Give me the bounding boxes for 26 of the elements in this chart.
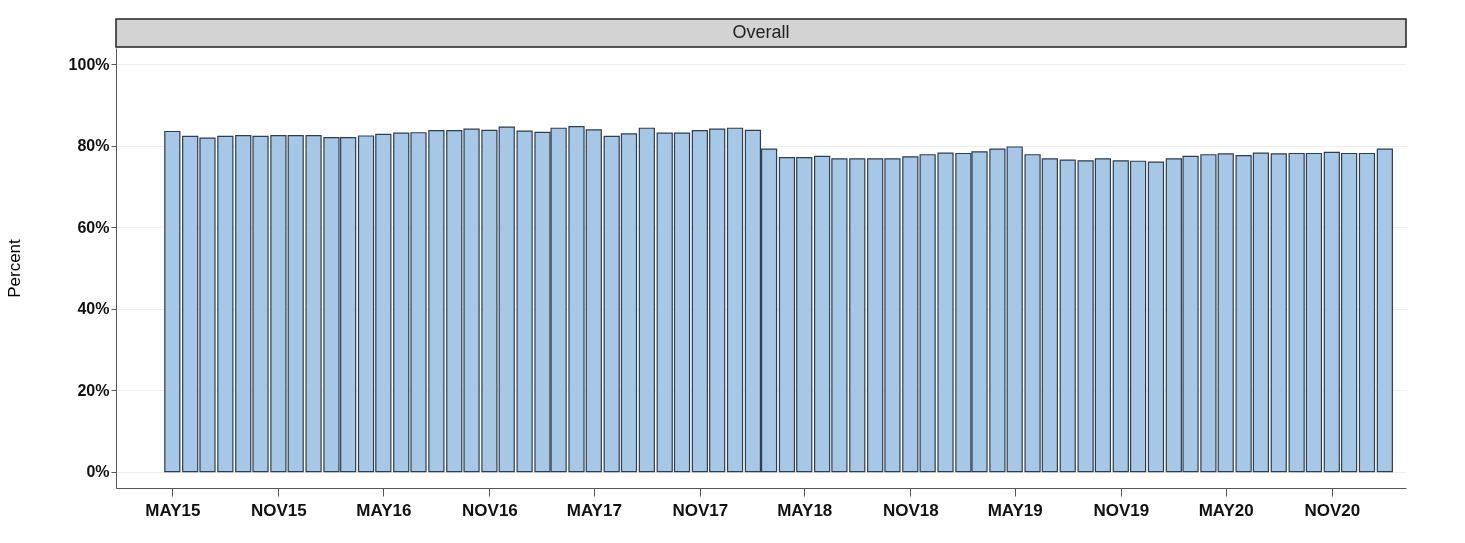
x-tick-label: MAY16 — [356, 500, 412, 520]
x-tick-label: MAY15 — [145, 500, 201, 520]
y-axis-title: Percent — [4, 238, 24, 298]
x-tick-label: NOV16 — [462, 500, 518, 520]
x-tick-label: NOV19 — [1093, 500, 1150, 520]
bar — [1147, 161, 1165, 473]
y-tick-label: 40% — [77, 300, 110, 318]
x-tick-label: NOV17 — [672, 500, 729, 520]
chart-title: Overall — [732, 22, 790, 42]
bar — [1358, 152, 1376, 473]
bar — [1376, 148, 1393, 473]
y-tick-label: 60% — [77, 218, 110, 236]
bar — [726, 127, 744, 473]
bar — [164, 130, 181, 473]
x-tick-label: MAY17 — [566, 500, 622, 520]
y-tick-label: 0% — [86, 463, 110, 481]
x-tick-label: MAY20 — [1198, 500, 1254, 520]
y-tick-label: 80% — [77, 137, 110, 155]
x-tick-label: MAY19 — [987, 500, 1043, 520]
x-tick-label: NOV18 — [882, 500, 939, 520]
x-tick-label: NOV15 — [251, 500, 307, 520]
bar — [638, 127, 655, 473]
y-tick-label: 100% — [68, 55, 110, 73]
x-tick-label: MAY18 — [777, 500, 833, 520]
y-tick-label: 20% — [77, 381, 110, 399]
x-tick-label: NOV20 — [1304, 500, 1361, 520]
